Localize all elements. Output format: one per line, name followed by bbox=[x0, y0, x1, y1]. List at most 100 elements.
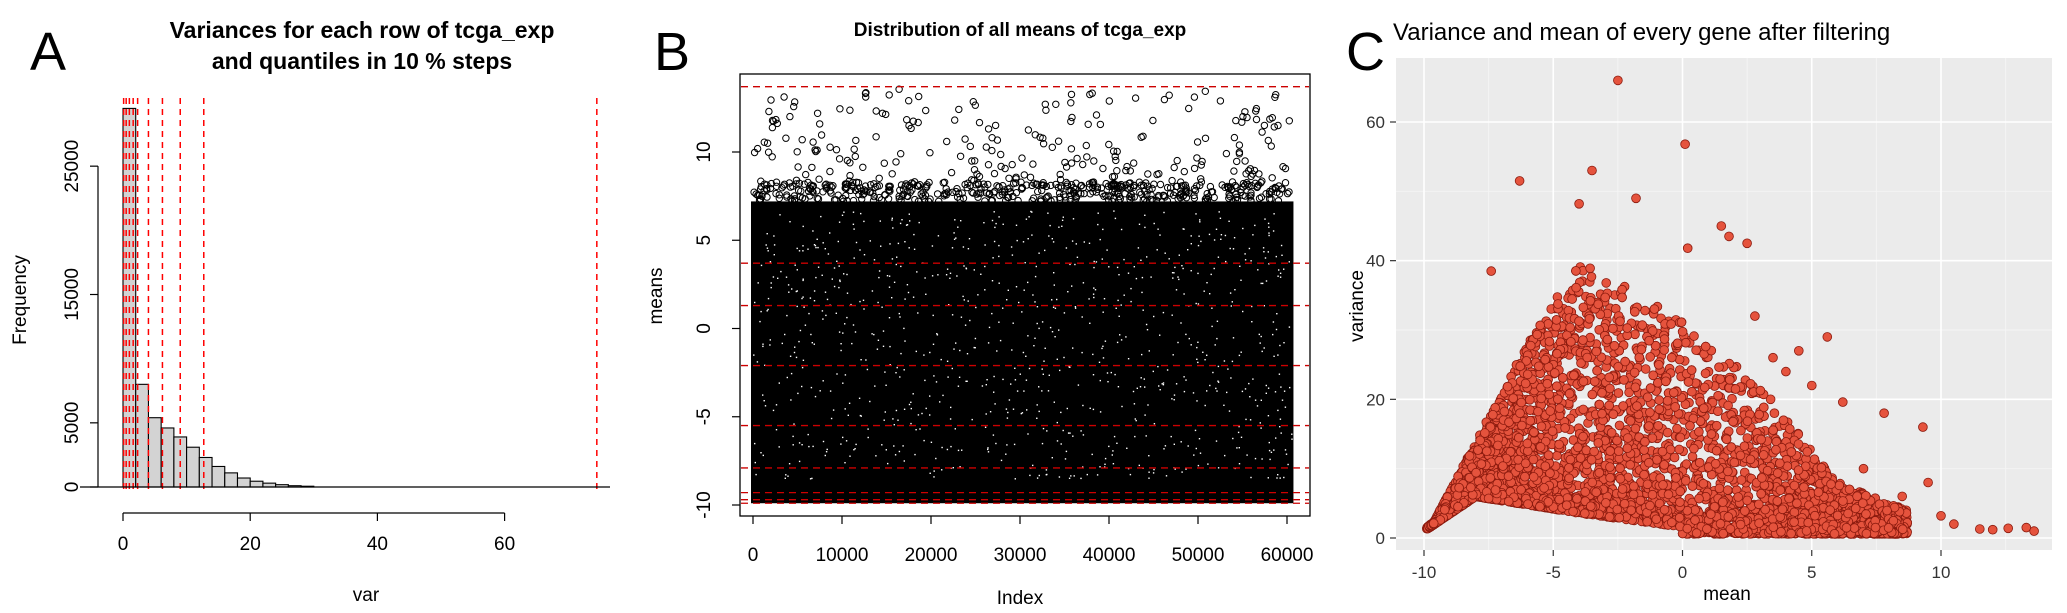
gap-speck bbox=[1144, 227, 1145, 228]
gap-speck bbox=[1224, 360, 1225, 361]
data-point bbox=[1091, 158, 1097, 164]
gap-speck bbox=[929, 414, 930, 415]
gap-speck bbox=[998, 322, 999, 323]
gap-speck bbox=[768, 250, 769, 251]
gap-speck bbox=[1271, 452, 1272, 453]
gap-speck bbox=[1227, 368, 1228, 369]
gap-speck bbox=[895, 454, 896, 455]
gap-speck bbox=[1100, 411, 1101, 412]
gap-speck bbox=[1029, 368, 1030, 369]
gap-speck bbox=[1173, 272, 1174, 273]
data-point bbox=[1085, 121, 1091, 127]
data-point bbox=[791, 103, 797, 109]
data-point bbox=[1132, 95, 1138, 101]
gap-speck bbox=[1017, 390, 1018, 391]
gap-speck bbox=[1180, 322, 1181, 323]
gap-speck bbox=[1140, 260, 1141, 261]
gap-speck bbox=[925, 294, 926, 295]
data-point bbox=[1660, 346, 1669, 355]
gap-speck bbox=[870, 240, 871, 241]
gap-speck bbox=[790, 399, 791, 400]
gap-speck bbox=[798, 341, 799, 342]
panel-a-bars bbox=[123, 108, 314, 487]
gap-speck bbox=[892, 227, 893, 228]
gap-speck bbox=[838, 287, 839, 288]
gap-speck bbox=[832, 278, 833, 279]
gap-speck bbox=[953, 467, 954, 468]
gap-speck bbox=[911, 408, 912, 409]
gap-speck bbox=[1023, 352, 1024, 353]
gap-speck bbox=[966, 381, 967, 382]
data-point bbox=[1025, 127, 1031, 133]
gap-speck bbox=[831, 418, 832, 419]
gap-speck bbox=[1093, 287, 1094, 288]
gap-speck bbox=[803, 279, 804, 280]
gap-speck bbox=[1266, 280, 1267, 281]
gap-speck bbox=[764, 400, 765, 401]
gap-speck bbox=[1174, 394, 1175, 395]
data-point bbox=[1106, 98, 1112, 104]
gap-speck bbox=[1063, 357, 1064, 358]
gap-speck bbox=[1008, 290, 1009, 291]
data-point bbox=[792, 99, 798, 105]
gap-speck bbox=[823, 242, 824, 243]
gap-speck bbox=[1214, 268, 1215, 269]
gap-speck bbox=[797, 393, 798, 394]
gap-speck bbox=[1137, 388, 1138, 389]
gap-speck bbox=[797, 290, 798, 291]
dense-point-band bbox=[751, 201, 1293, 503]
gap-speck bbox=[998, 256, 999, 257]
gap-speck bbox=[950, 273, 951, 274]
data-point bbox=[1261, 122, 1267, 128]
gap-speck bbox=[887, 463, 888, 464]
gap-speck bbox=[867, 369, 868, 370]
gap-speck bbox=[844, 462, 845, 463]
gap-speck bbox=[825, 455, 826, 456]
gap-speck bbox=[987, 449, 988, 450]
gap-speck bbox=[1280, 419, 1281, 420]
gap-speck bbox=[838, 241, 839, 242]
gap-speck bbox=[808, 434, 809, 435]
data-point bbox=[766, 108, 772, 114]
gap-speck bbox=[1105, 458, 1106, 459]
gap-speck bbox=[1262, 351, 1263, 352]
gap-speck bbox=[1125, 336, 1126, 337]
gap-speck bbox=[1245, 419, 1246, 420]
gap-speck bbox=[968, 248, 969, 249]
gap-speck bbox=[974, 269, 975, 270]
gap-speck bbox=[779, 446, 780, 447]
gap-speck bbox=[954, 239, 955, 240]
gap-speck bbox=[1273, 230, 1274, 231]
gap-speck bbox=[759, 321, 760, 322]
gap-speck bbox=[1195, 213, 1196, 214]
gap-speck bbox=[1130, 301, 1131, 302]
data-point bbox=[1675, 445, 1684, 454]
gap-speck bbox=[1028, 216, 1029, 217]
gap-speck bbox=[1248, 383, 1249, 384]
gap-speck bbox=[1116, 308, 1117, 309]
gap-speck bbox=[1047, 213, 1048, 214]
data-point bbox=[1174, 157, 1180, 163]
gap-speck bbox=[901, 219, 902, 220]
gap-speck bbox=[1038, 328, 1039, 329]
gap-speck bbox=[815, 277, 816, 278]
gap-speck bbox=[1260, 422, 1261, 423]
gap-speck bbox=[892, 218, 893, 219]
gap-speck bbox=[859, 398, 860, 399]
gap-speck bbox=[1269, 442, 1270, 443]
histogram-bar bbox=[212, 466, 225, 487]
gap-speck bbox=[839, 222, 840, 223]
data-point bbox=[1021, 172, 1027, 178]
gap-speck bbox=[1140, 386, 1141, 387]
gap-speck bbox=[947, 449, 948, 450]
gap-speck bbox=[1118, 386, 1119, 387]
gap-speck bbox=[855, 444, 856, 445]
gap-speck bbox=[1054, 336, 1055, 337]
gap-speck bbox=[1148, 472, 1149, 473]
data-point bbox=[1271, 124, 1277, 130]
gap-speck bbox=[887, 275, 888, 276]
data-point bbox=[962, 136, 968, 142]
data-point bbox=[1231, 168, 1237, 174]
gap-speck bbox=[1073, 218, 1074, 219]
